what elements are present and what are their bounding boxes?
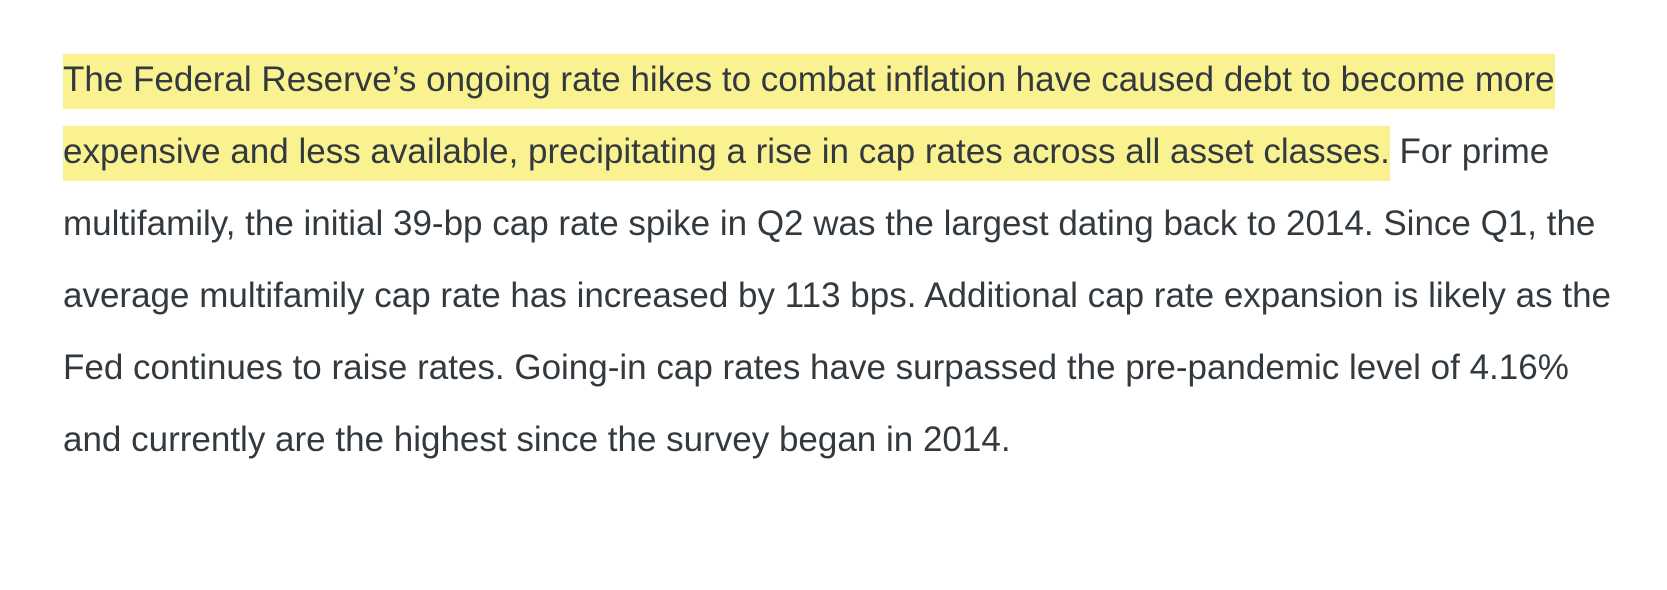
- highlighted-sentence: The Federal Reserve’s ongoing rate hikes…: [63, 54, 1555, 181]
- paragraph-body-text: For prime multifamily, the initial 39-bp…: [63, 132, 1611, 459]
- article-paragraph: The Federal Reserve’s ongoing rate hikes…: [63, 44, 1623, 476]
